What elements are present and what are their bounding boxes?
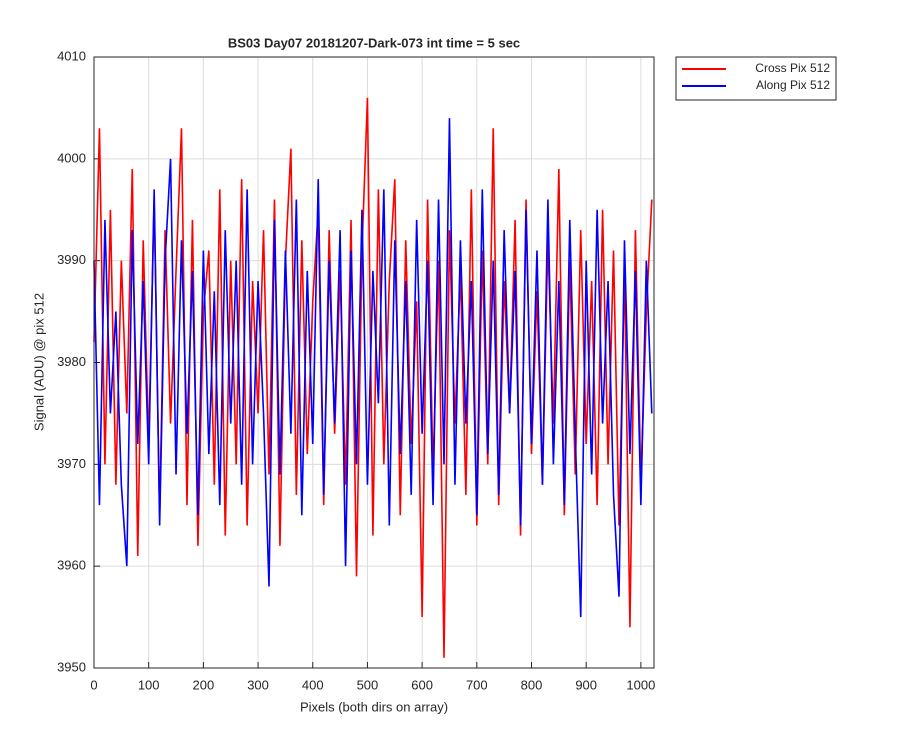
legend-label: Along Pix 512 <box>756 78 830 92</box>
x-tick-label: 1000 <box>626 677 655 692</box>
x-tick-label: 0 <box>90 677 97 692</box>
x-tick-label: 100 <box>138 677 160 692</box>
x-tick-label: 900 <box>575 677 597 692</box>
x-tick-label: 700 <box>466 677 488 692</box>
y-tick-label: 4010 <box>57 48 86 63</box>
x-tick-label: 500 <box>357 677 379 692</box>
x-tick-label: 800 <box>521 677 543 692</box>
y-tick-label: 4000 <box>57 150 86 165</box>
y-tick-label: 3950 <box>57 659 86 674</box>
y-axis-label: Signal (ADU) @ pix 512 <box>31 293 46 431</box>
x-tick-label: 300 <box>247 677 269 692</box>
y-tick-label: 3970 <box>57 456 86 471</box>
x-tick-label: 600 <box>411 677 433 692</box>
data-line <box>93 118 653 618</box>
x-tick-label: 200 <box>193 677 215 692</box>
x-tick-label: 400 <box>302 677 324 692</box>
axes-box <box>93 56 655 669</box>
legend-label: Cross Pix 512 <box>755 61 830 75</box>
y-tick-label: 3990 <box>57 252 86 267</box>
x-axis-label: Pixels (both dirs on array) <box>300 699 448 714</box>
legend-box <box>675 56 837 101</box>
y-tick-label: 3980 <box>57 354 86 369</box>
y-tick-label: 3960 <box>57 558 86 573</box>
data-line <box>93 97 653 658</box>
chart-title: BS03 Day07 20181207-Dark-073 int time = … <box>228 35 520 50</box>
